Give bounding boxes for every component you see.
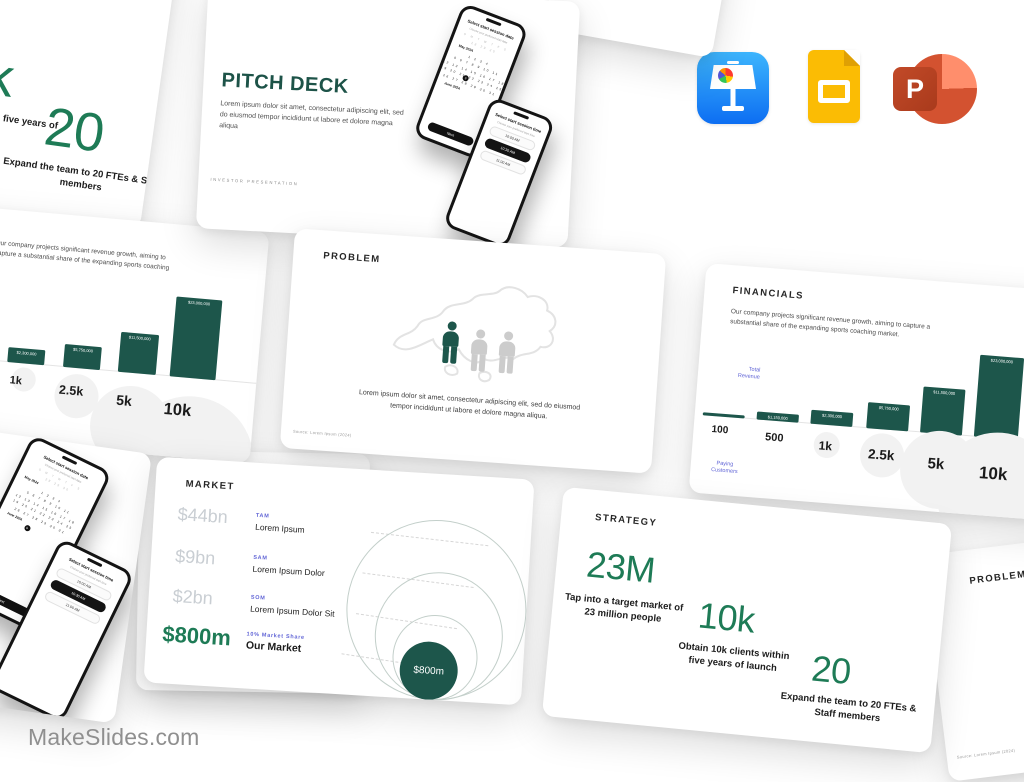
keynote-pie-chart [718, 68, 733, 83]
powerpoint-letter: P [905, 73, 924, 104]
slide-problem: PROBLEM Lorem ipsum dolor sit amet, cons… [279, 228, 667, 474]
bar-1k: $2,300,000 [810, 409, 854, 427]
bubble-label: $800m [413, 664, 445, 678]
phone-notch [513, 110, 530, 120]
hong-kong-map-outline [392, 286, 557, 383]
stat-clients: 10k [696, 594, 757, 641]
strategy-title: STRATEGY [594, 511, 658, 529]
bar-10k: $23,000,000 [169, 296, 223, 381]
person-icon [495, 331, 520, 374]
som-label: Lorem Ipsum Dolor Sit [249, 603, 335, 619]
stat-market: 23M [584, 543, 657, 591]
slide-financials-partial: Our company projects significant revenue… [0, 204, 270, 464]
bar-1k: $2,300,000 [7, 347, 46, 366]
slides-frame [818, 80, 850, 103]
phone-notch [485, 17, 502, 26]
source-note: Source: Lorem Ipsum (2024) [292, 428, 352, 438]
keynote-podium-top [727, 61, 739, 64]
person-icon [467, 329, 492, 372]
bar-2-5k: $5,750,000 [62, 343, 102, 371]
bar-5k: $11,500,000 [117, 331, 160, 376]
tam-label: Lorem Ipsum [254, 521, 305, 535]
revenue-bar-chart: $230,000 $1,150,000 $2,300,000 $5,750,00… [0, 264, 264, 384]
stat-clients: 10k [0, 37, 18, 109]
bar-100: $230,000 [702, 412, 745, 419]
stat-team: 20 [809, 647, 853, 693]
bar-5k: $11,500,000 [920, 386, 966, 436]
powerpoint-app-icon[interactable]: P [893, 50, 977, 128]
calendar-month-label: May 2024 [23, 474, 40, 486]
our-market-value: $800m [161, 621, 232, 651]
stat-team-caption: Expand the team to 20 FTEs & Staff membe… [780, 690, 917, 725]
next-button: Next [426, 121, 475, 147]
sam-value: $9bn [174, 545, 216, 569]
x-axis-label: Paying Customers [710, 460, 738, 476]
our-market-label: Our Market [245, 639, 302, 655]
site-wordmark[interactable]: MakeSlides.com [28, 724, 200, 750]
som-tag: SOM [250, 594, 266, 602]
keynote-pole [730, 89, 736, 106]
problem-title: PROBLEM [968, 568, 1024, 587]
keynote-app-icon[interactable] [697, 52, 769, 124]
slide-strategy: STRATEGY 23M Tap into a target market of… [541, 486, 953, 754]
problem-title: PROBLEM [322, 250, 381, 266]
financials-title: FINANCIALS [732, 285, 805, 302]
bar-2-5k: $5,750,000 [866, 402, 911, 432]
keynote-base [722, 106, 744, 111]
slide-strategy-partial: 10k Obtain 10k clients within five years… [0, 0, 196, 230]
sam-tag: SAM [253, 554, 268, 562]
bar-10k: $23,000,000 [973, 354, 1024, 441]
cover-footer: INVESTOR PRESENTATION [210, 176, 299, 187]
stat-team: 20 [40, 96, 108, 165]
tam-value: $44bn [177, 504, 229, 528]
google-slides-app-icon[interactable] [808, 50, 860, 123]
source-note: Source: Lorem Ipsum (2024) [956, 747, 1016, 760]
stat-clients-caption: Obtain 10k clients within five years of … [677, 640, 790, 674]
revenue-bar-chart: $230,000 $1,150,000 $2,300,000 $5,750,00… [702, 333, 1024, 444]
bar-500: $1,150,000 [756, 411, 800, 423]
calendar-selected-day: 9 [23, 523, 32, 532]
market-title: MARKET [185, 478, 235, 493]
powerpoint-letter-box: P [893, 67, 937, 111]
stat-market-caption: Tap into a target market of 23 million p… [564, 591, 684, 625]
person-icon-highlighted [438, 321, 463, 364]
keynote-board [710, 65, 756, 89]
tam-tag: TAM [255, 512, 270, 520]
slide-cover: PITCH DECK Lorem ipsum dolor sit amet, c… [195, 0, 581, 248]
sam-label: Lorem Ipsum Dolor [252, 563, 326, 579]
slide-market: MARKET $44bn TAM Lorem Ipsum $9bn SAM Lo… [143, 456, 535, 706]
cover-title: PITCH DECK [221, 69, 350, 98]
slide-financials: FINANCIALS Our company projects signific… [688, 263, 1024, 523]
cover-body: Lorem ipsum dolor sit amet, consectetur … [219, 100, 404, 130]
som-value: $2bn [172, 585, 214, 609]
